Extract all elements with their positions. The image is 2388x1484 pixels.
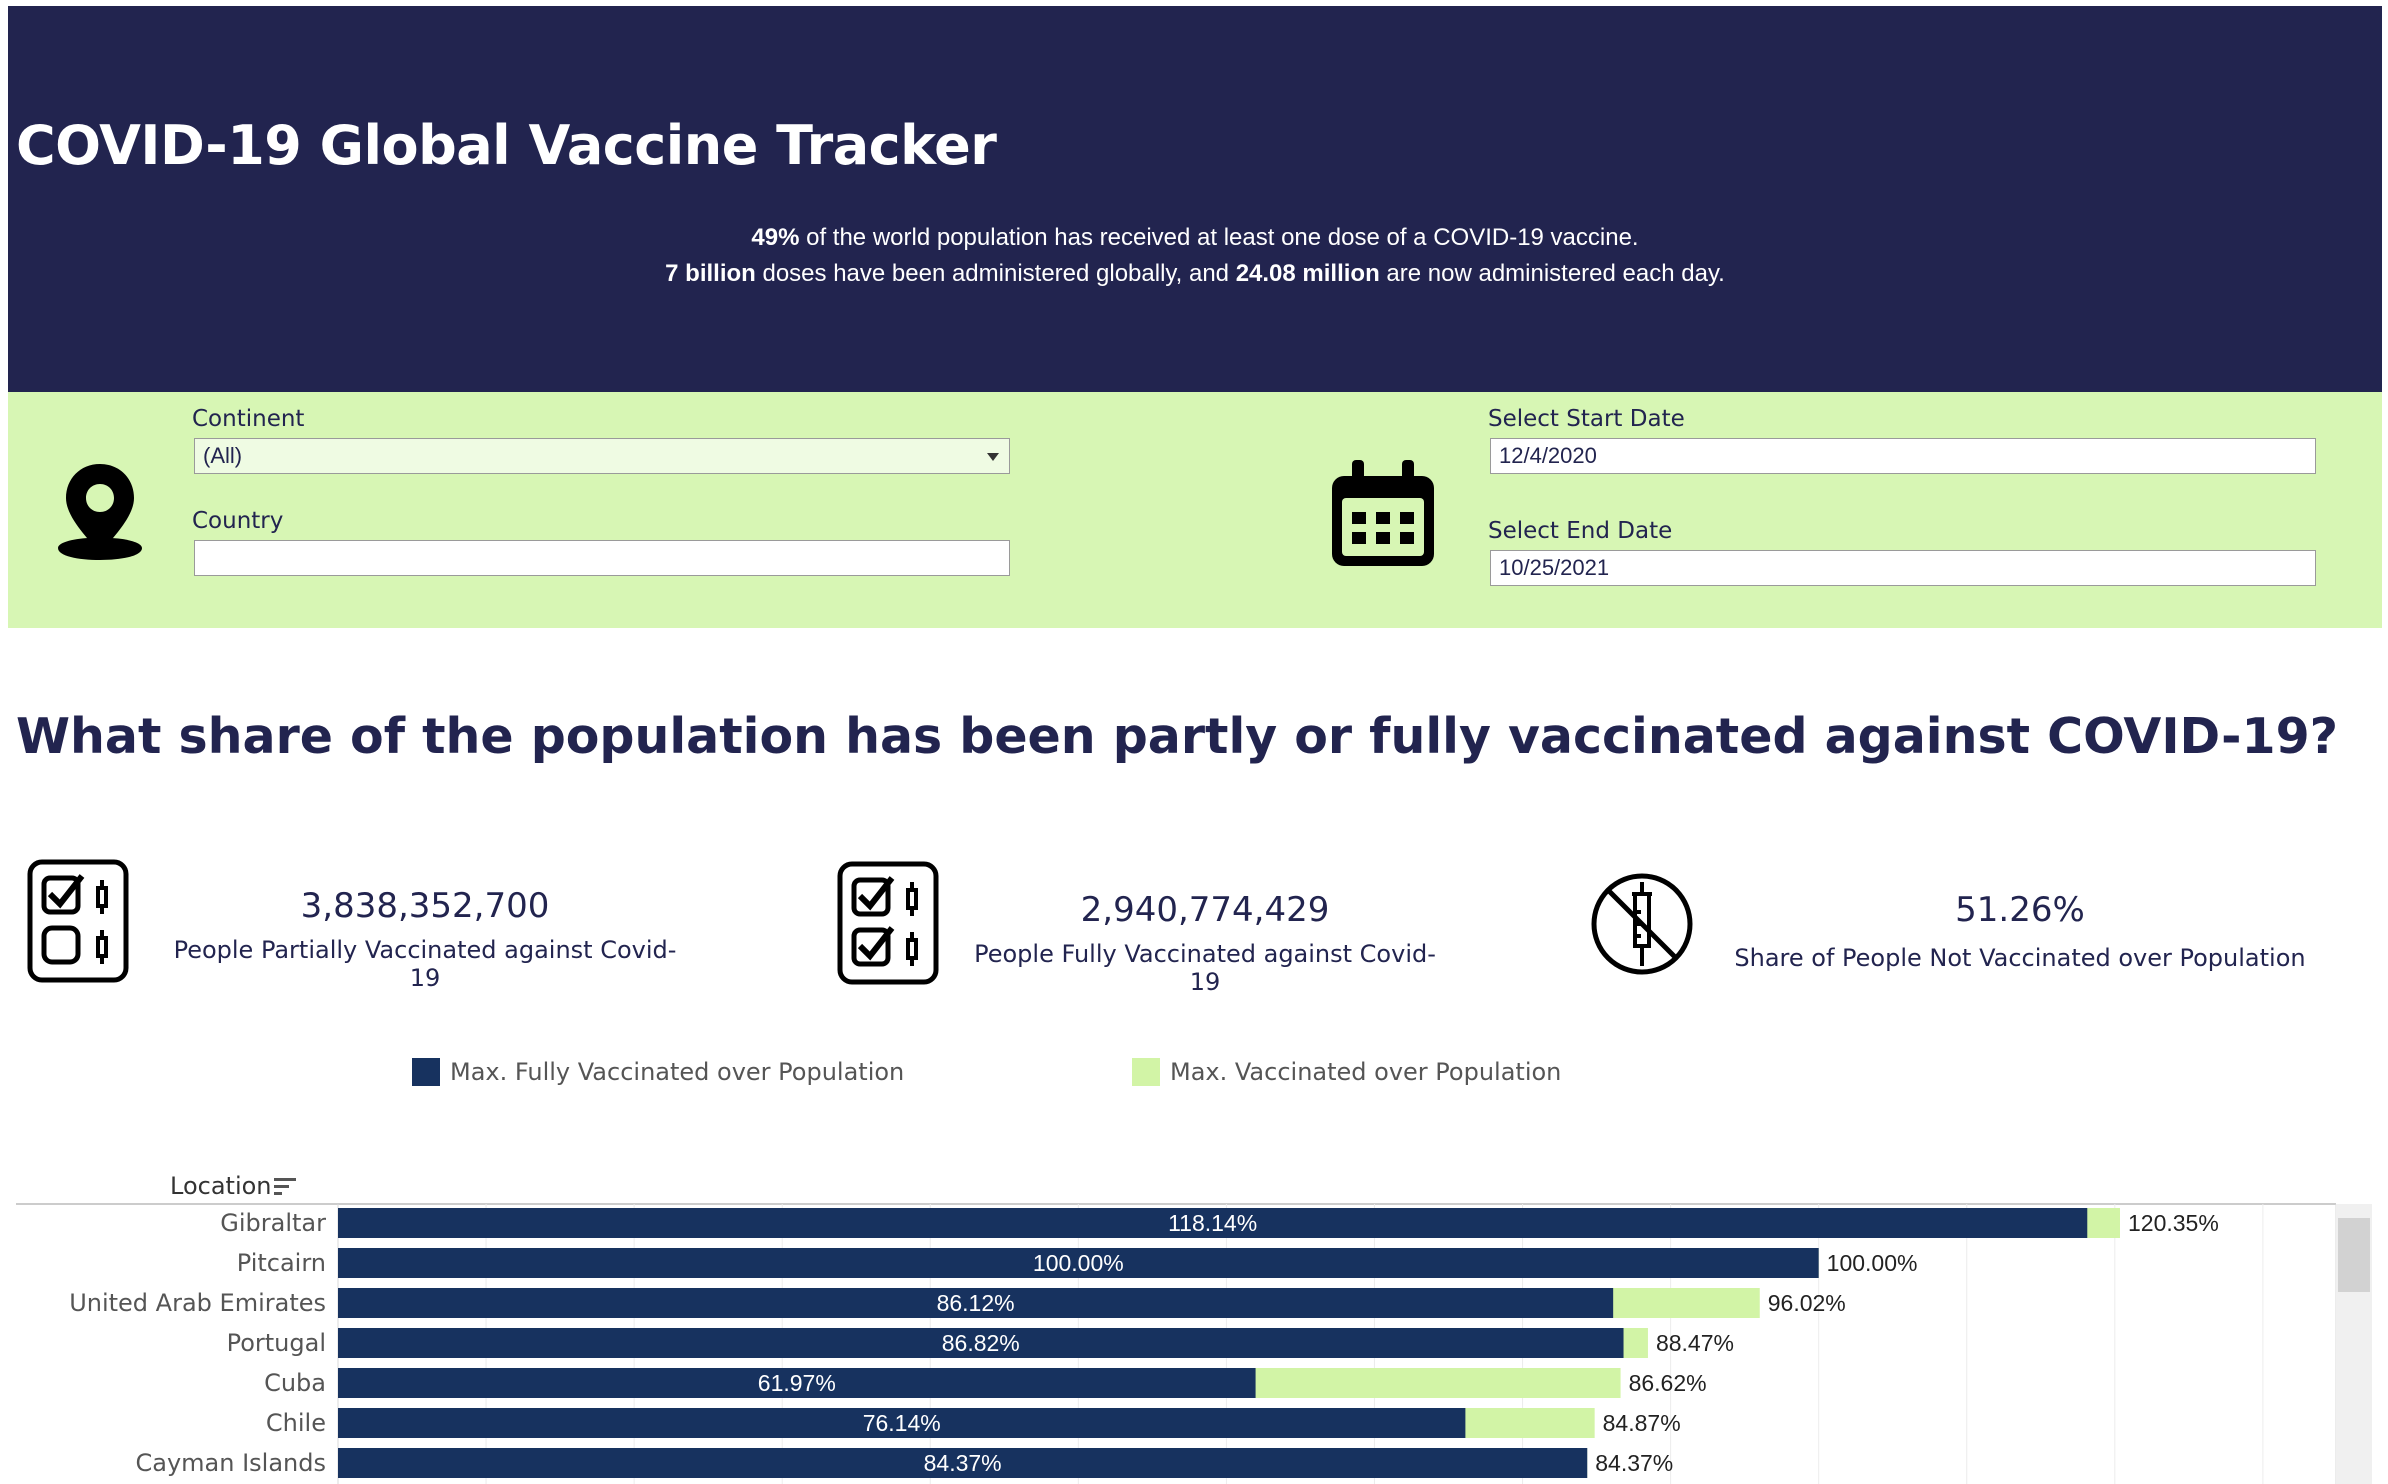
bar-inner-label: 86.82% (942, 1330, 1020, 1356)
calendar-icon (1332, 460, 1434, 566)
full-vaccine-checklist-icon (837, 861, 939, 985)
filter-panel: Continent (All) Country Select Start Dat… (8, 392, 2382, 628)
bar-inner-label: 86.12% (937, 1290, 1015, 1316)
bar-inner-label: 84.37% (924, 1450, 1002, 1476)
legend-swatch-fully (412, 1058, 440, 1086)
sort-icon[interactable] (274, 1177, 296, 1197)
summary-line-1: 49% of the world population has received… (8, 224, 2382, 252)
kpi-partially-vaccinated-label: People Partially Vaccinated against Covi… (173, 936, 677, 992)
kpi-fully-vaccinated-value: 2,940,774,429 (1080, 890, 1330, 930)
kpi-not-vaccinated-value: 51.26% (1955, 890, 2085, 930)
category-label: Chile (266, 1409, 326, 1437)
country-label: Country (192, 508, 284, 534)
bar-outer-label: 86.62% (1629, 1370, 1707, 1396)
kpi-fully-vaccinated-label: People Fully Vaccinated against Covid-19 (974, 940, 1436, 996)
bar-outer-label: 100.00% (1827, 1250, 1918, 1276)
bar-outer-label: 84.37% (1595, 1450, 1673, 1476)
kpi-partially-vaccinated-value: 3,838,352,700 (300, 886, 550, 926)
category-label: Pitcairn (237, 1249, 326, 1277)
bar-outer-label: 96.02% (1768, 1290, 1846, 1316)
bar-fully-vaccinated (338, 1408, 1466, 1438)
chevron-down-icon[interactable] (987, 453, 999, 461)
bar-outer-label: 84.87% (1603, 1410, 1681, 1436)
end-date-input[interactable]: 10/25/2021 (1490, 550, 2316, 586)
world-share-value: 49% (751, 224, 800, 251)
vaccination-bar-chart: Gibraltar 118.14% 120.35% Pitcairn 100.00% 10… (16, 1203, 2337, 1484)
legend-swatch-vaccinated (1132, 1058, 1160, 1086)
bar-outer-label: 120.35% (2128, 1210, 2219, 1236)
bar-fully-vaccinated (338, 1208, 2088, 1238)
map-pin-icon (58, 464, 142, 560)
continent-value: (All) (203, 443, 243, 468)
bar-fully-vaccinated (338, 1288, 1614, 1318)
category-label: Portugal (227, 1329, 326, 1357)
bar-fully-vaccinated (338, 1328, 1624, 1358)
country-input[interactable] (194, 540, 1010, 576)
continent-label: Continent (192, 406, 305, 432)
start-date-input[interactable]: 12/4/2020 (1490, 438, 2316, 474)
category-label: United Arab Emirates (69, 1289, 326, 1317)
legend-label-fully: Max. Fully Vaccinated over Population (450, 1058, 905, 1086)
total-doses-value: 7 billion (665, 260, 756, 287)
category-label: Cayman Islands (136, 1449, 327, 1477)
summary-line-2: 7 billion doses have been administered g… (8, 260, 2382, 288)
chart-scrollbar-thumb[interactable] (2338, 1218, 2370, 1292)
section-question: What share of the population has been pa… (16, 708, 2339, 765)
end-date-label: Select End Date (1488, 518, 1673, 544)
category-label: Gibraltar (220, 1209, 326, 1237)
bar-inner-label: 61.97% (758, 1370, 836, 1396)
continent-dropdown[interactable]: (All) (194, 438, 1010, 474)
summary-line-2-text-a: doses have been administered globally, a… (755, 260, 1236, 287)
legend-label-vaccinated: Max. Vaccinated over Population (1170, 1058, 1562, 1086)
partial-vaccine-checklist-icon (27, 859, 129, 983)
bar-inner-label: 118.14% (1168, 1210, 1257, 1236)
bar-outer-label: 88.47% (1656, 1330, 1734, 1356)
page-title: COVID-19 Global Vaccine Tracker (16, 114, 997, 177)
location-column-header[interactable]: Location (170, 1172, 272, 1200)
bar-fully-vaccinated (338, 1368, 1256, 1398)
summary-line-1-text: of the world population has received at … (799, 224, 1639, 251)
summary-line-2-text-b: are now administered each day. (1379, 260, 1725, 287)
bar-inner-label: 76.14% (863, 1410, 941, 1436)
category-label: Cuba (264, 1369, 326, 1397)
start-date-label: Select Start Date (1488, 406, 1685, 432)
header-banner: COVID-19 Global Vaccine Tracker 49% of t… (8, 6, 2382, 392)
kpi-not-vaccinated-label: Share of People Not Vaccinated over Popu… (1734, 944, 2306, 972)
daily-doses-value: 24.08 million (1235, 260, 1380, 287)
bar-fully-vaccinated (338, 1248, 1819, 1278)
bar-fully-vaccinated (338, 1448, 1588, 1478)
no-vaccine-icon (1591, 873, 1693, 975)
bar-inner-label: 100.00% (1033, 1250, 1124, 1276)
